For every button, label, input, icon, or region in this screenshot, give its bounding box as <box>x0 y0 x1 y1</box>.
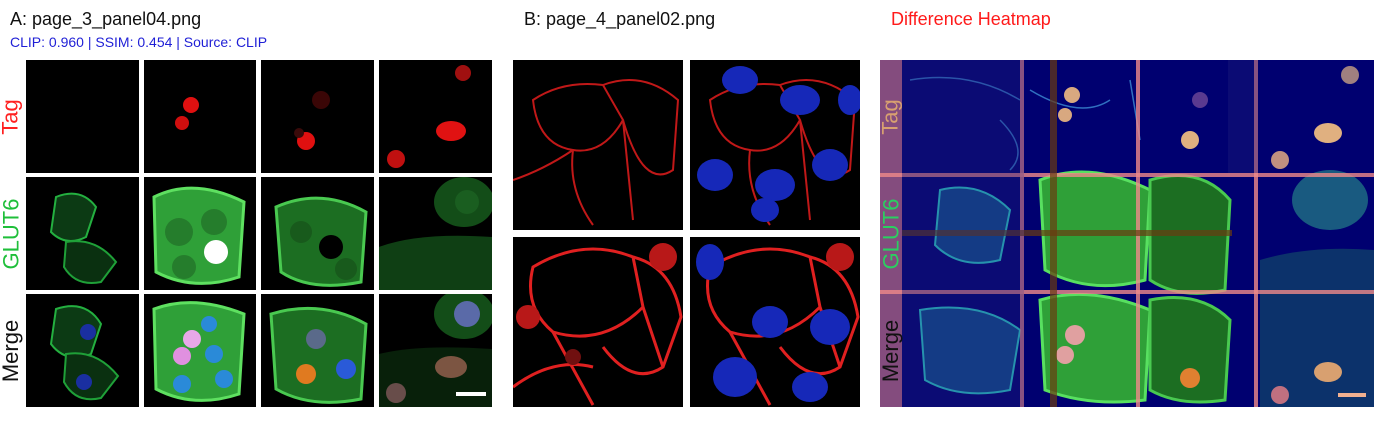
heatmap-title: Difference Heatmap <box>891 9 1051 29</box>
panel-a-tag-cell-2 <box>144 60 256 173</box>
panel-b-cell-2 <box>690 60 860 230</box>
panel-a-glut6-cell-3 <box>261 177 374 290</box>
panel-a-tag-cell-1 <box>26 60 139 173</box>
row-label-merge: Merge <box>0 319 24 382</box>
difference-heatmap: Tag GLUT6 Merge <box>880 60 1374 407</box>
panel-a-glut6-cell-2 <box>144 177 256 290</box>
heatmap-row-label-glut6: GLUT6 <box>880 198 904 269</box>
scale-bar-heatmap <box>1338 393 1366 397</box>
scale-bar-a <box>456 392 486 396</box>
heatmap-row-label-tag: Tag <box>880 98 904 135</box>
panel-a-merge-cell-2 <box>144 294 256 407</box>
panel-b-cell-4 <box>690 237 860 407</box>
panel-a-tag-cell-3 <box>261 60 374 173</box>
panel-a-metrics: CLIP: 0.960 | SSIM: 0.454 | Source: CLIP <box>10 34 268 50</box>
panel-b-cell-1 <box>513 60 683 230</box>
panel-a-glut6-cell-1 <box>26 177 139 290</box>
panel-a-tag-cell-4 <box>379 60 492 173</box>
heatmap-row-label-merge: Merge <box>880 319 904 382</box>
panel-a-title: A: page_3_panel04.png <box>10 9 202 29</box>
panel-a-glut6-cell-4 <box>379 177 492 290</box>
row-label-tag: Tag <box>0 98 24 135</box>
panel-a-merge-cell-1 <box>26 294 139 407</box>
panel-b-title: B: page_4_panel02.png <box>524 9 716 29</box>
row-label-glut6: GLUT6 <box>0 198 24 269</box>
panel-a-merge-cell-4 <box>379 294 492 407</box>
panel-a-merge-cell-3 <box>261 294 374 407</box>
panel-b-cell-3 <box>513 237 683 407</box>
